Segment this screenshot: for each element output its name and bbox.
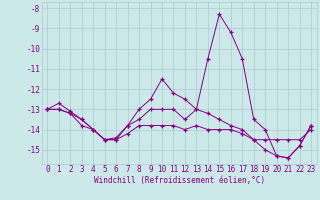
X-axis label: Windchill (Refroidissement éolien,°C): Windchill (Refroidissement éolien,°C) xyxy=(94,176,265,185)
